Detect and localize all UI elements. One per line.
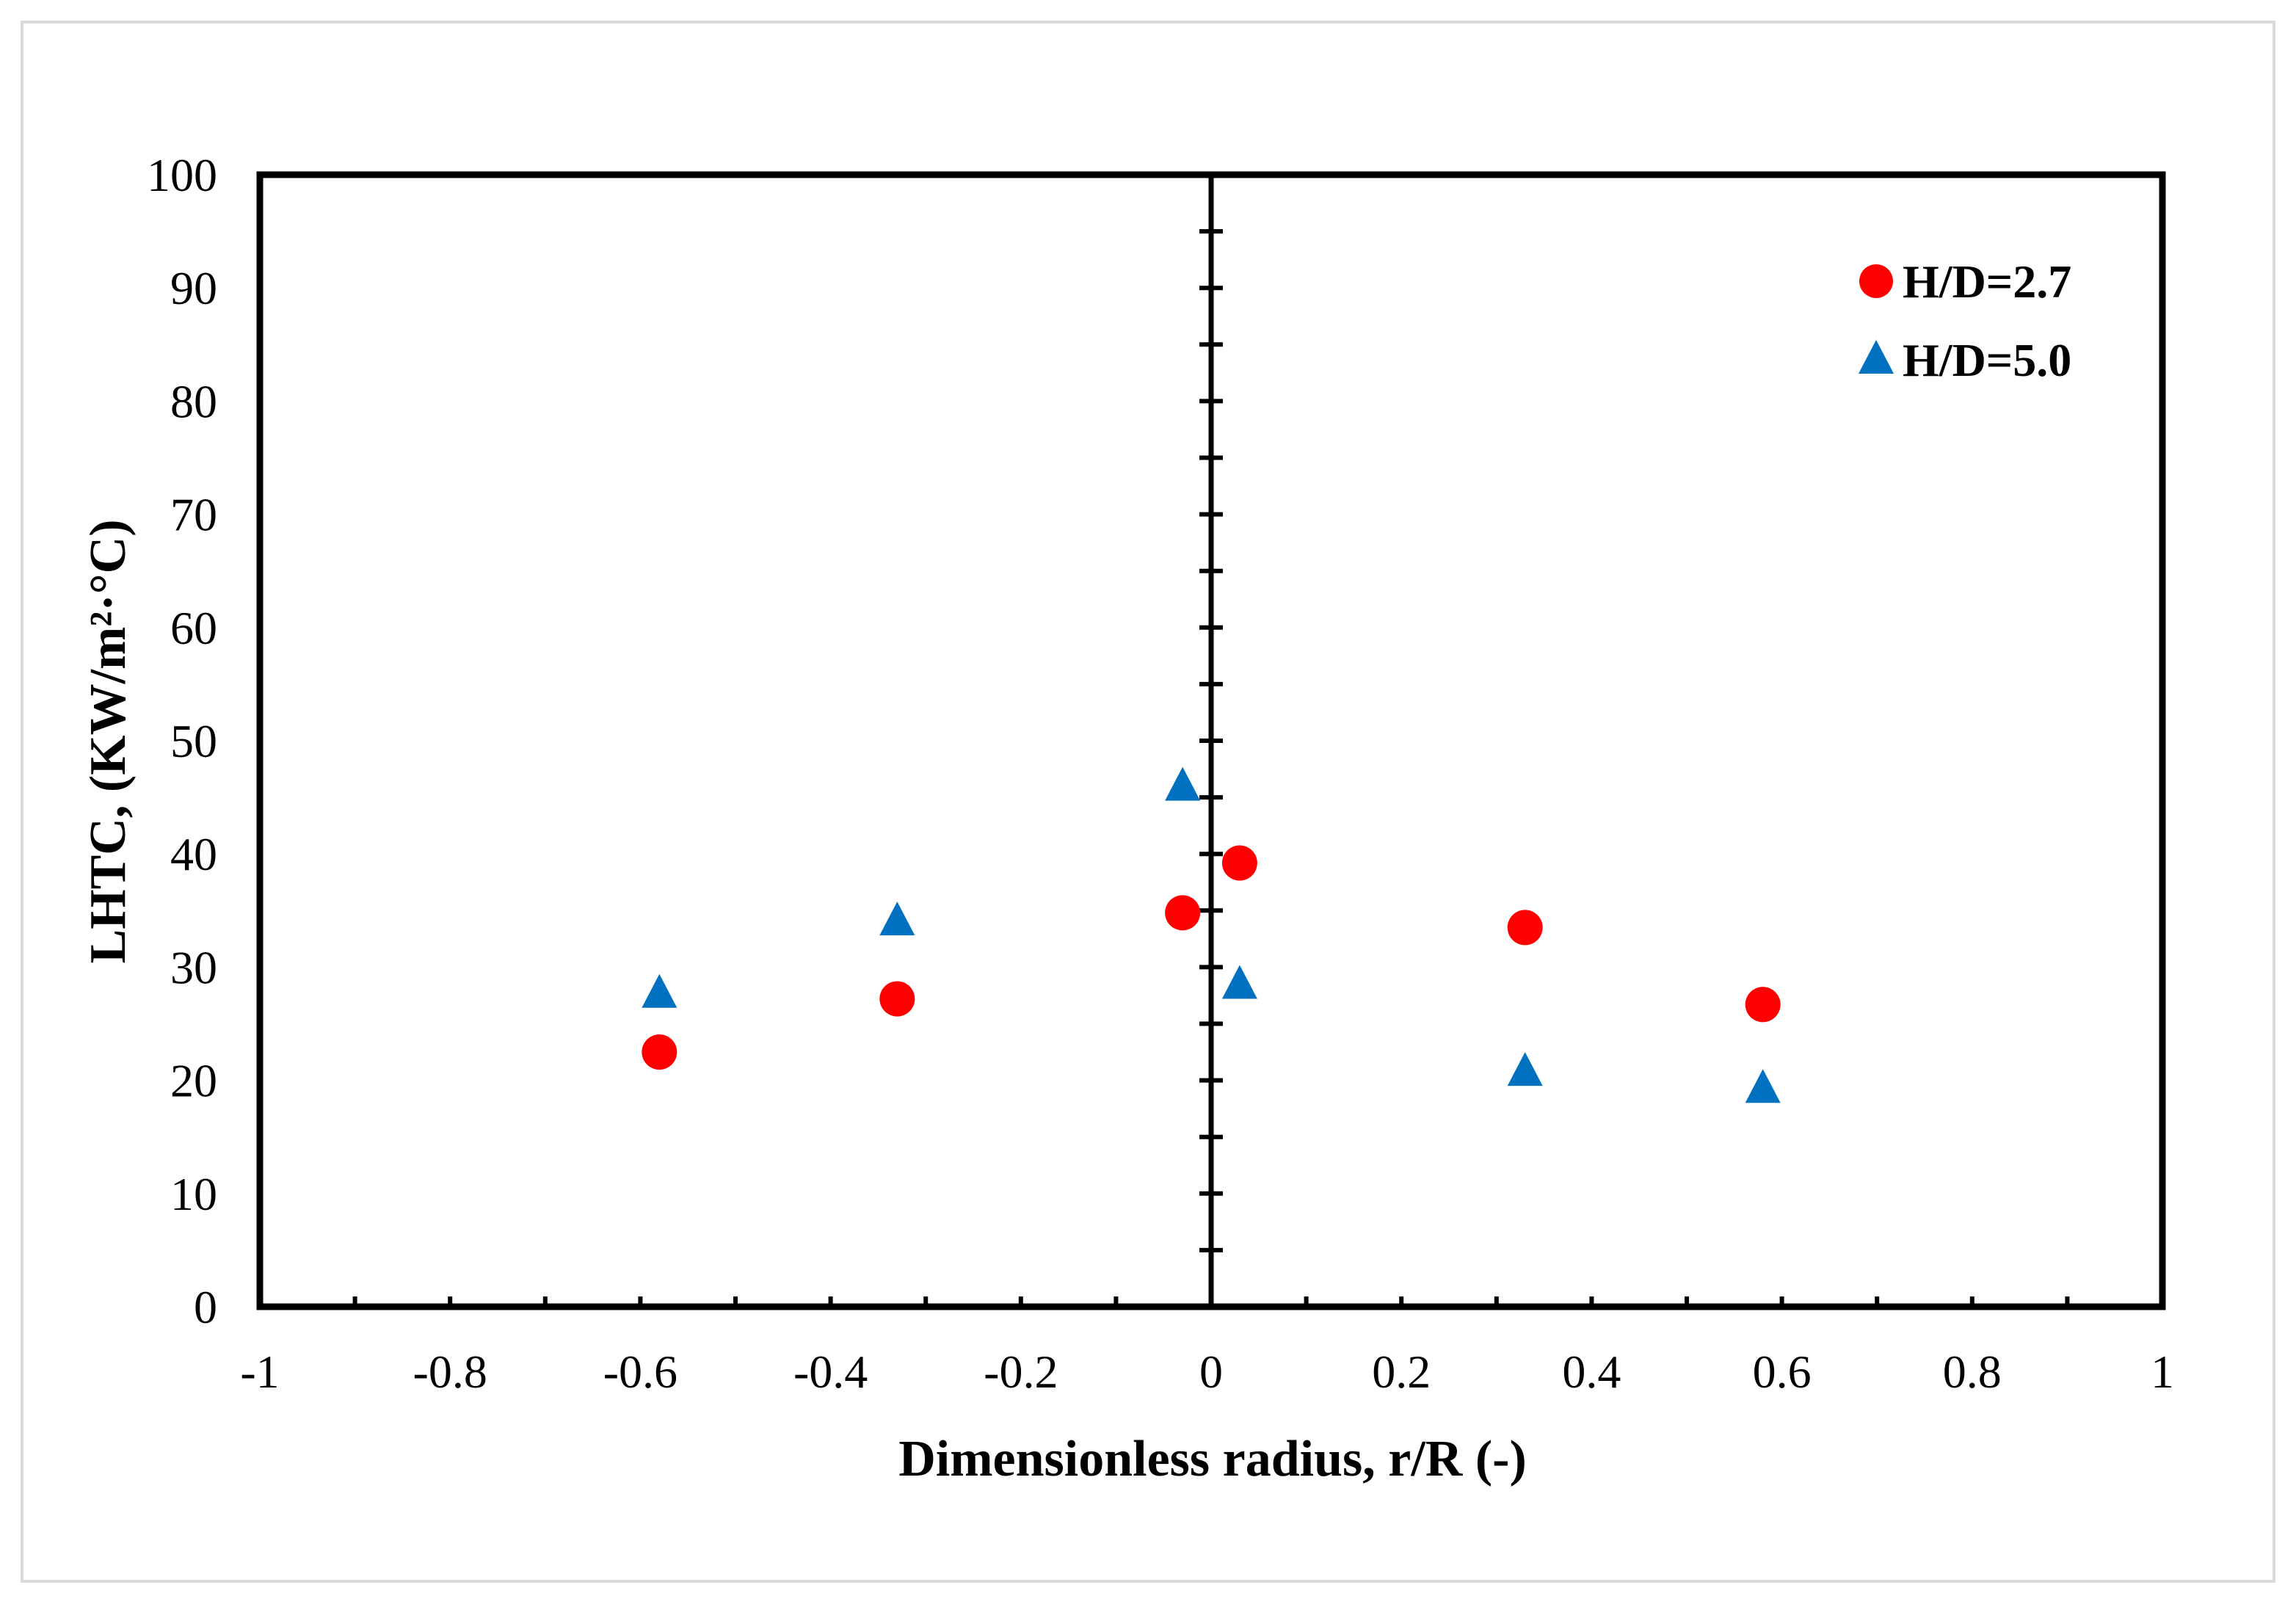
y-tick-label: 0 [194,1281,217,1333]
data-point-hd-5-0 [1507,1052,1543,1087]
data-point-hd-2-7 [642,1034,677,1070]
y-tick-label: 40 [170,828,217,880]
x-tick-labels: -1 -0.8 -0.6 -0.4 -0.2 0 0.2 0.4 0.6 0.8 1 [240,1346,2174,1398]
legend-label-hd-2-7: H/D=2.7 [1903,255,2071,308]
x-tick-label: 0.2 [1372,1346,1431,1398]
y-tick-label: 60 [170,602,217,654]
data-point-hd-2-7 [1745,987,1781,1023]
legend-marker-triangle [1859,340,1894,374]
x-tick-label: -1 [240,1346,279,1398]
legend: H/D=2.7 H/D=5.0 [1859,255,2071,386]
y-tick-label: 20 [170,1055,217,1107]
data-point-hd-5-0 [642,973,677,1008]
x-tick-label: 0.8 [1943,1346,2002,1398]
figure-border [21,21,2275,1583]
x-tick-label: -0.8 [413,1346,487,1398]
y-tick-label: 90 [170,262,217,314]
data-point-hd-5-0 [879,902,915,936]
data-point-hd-5-0 [1165,766,1201,801]
data-point-hd-2-7 [879,981,915,1017]
x-tick-label: 1 [2151,1346,2174,1398]
data-point-hd-5-0 [1745,1069,1781,1103]
x-tick-label: 0.4 [1562,1346,1621,1398]
data-point-hd-2-7 [1507,910,1543,946]
x-axis-title: Dimensionless radius, r/R (-) [898,1431,1527,1487]
x-tick-label: -0.2 [984,1346,1058,1398]
axes-layer [256,171,2166,1310]
legend-marker-circle [1859,264,1893,298]
y-tick-label: 70 [170,489,217,541]
y-tick-label: 100 [147,149,217,201]
data-points [642,766,1781,1103]
x-tick-label: -0.6 [603,1346,677,1398]
y-tick-label: 10 [170,1168,217,1220]
y-tick-label: 80 [170,375,217,427]
y-tick-label: 50 [170,715,217,767]
y-axis-title: LHTC, (KW/m²·°C) [80,519,137,963]
x-tick-label: 0 [1199,1346,1223,1398]
y-tick-label: 30 [170,941,217,993]
x-tick-label: 0.6 [1753,1346,1812,1398]
y-tick-labels: 0 10 20 30 40 50 60 70 80 90 100 [147,149,217,1333]
data-point-hd-2-7 [1165,895,1201,931]
data-point-hd-5-0 [1221,965,1257,999]
data-point-hd-2-7 [1221,845,1257,881]
x-tick-label: -0.4 [793,1346,868,1398]
legend-label-hd-5-0: H/D=5.0 [1903,334,2071,386]
